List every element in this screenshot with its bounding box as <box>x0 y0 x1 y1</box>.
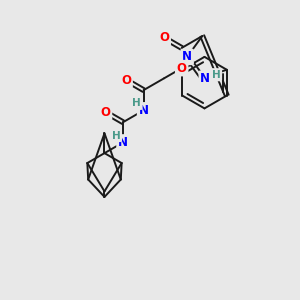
Text: H: H <box>112 130 121 140</box>
Text: N: N <box>139 104 148 117</box>
Text: O: O <box>159 31 169 44</box>
Text: N: N <box>118 136 128 149</box>
Text: O: O <box>177 61 187 75</box>
Text: N: N <box>200 72 210 85</box>
Text: O: O <box>100 106 110 118</box>
Text: H: H <box>212 70 220 80</box>
Text: O: O <box>121 74 131 86</box>
Text: H: H <box>132 98 141 108</box>
Text: N: N <box>182 50 192 63</box>
